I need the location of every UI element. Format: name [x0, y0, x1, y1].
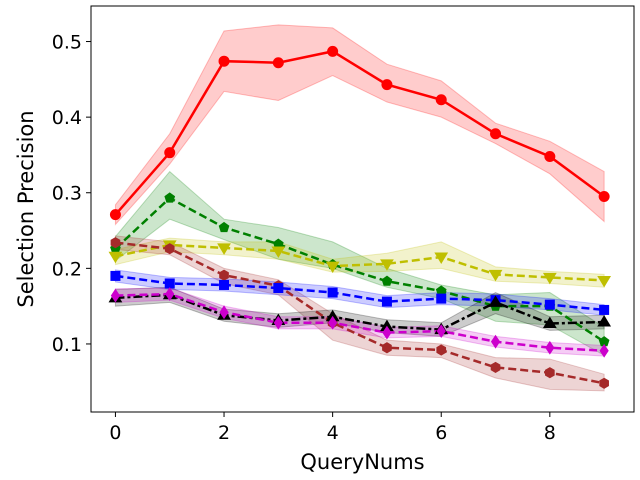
x-tick-label: 4 [327, 422, 339, 444]
series-3-line [115, 241, 605, 385]
series-0-point [490, 128, 502, 140]
series-5-line [115, 293, 605, 331]
series-4-point [544, 299, 555, 310]
series-0-band [114, 24, 605, 226]
series-0-point [544, 150, 556, 162]
series-0-point [218, 55, 230, 67]
series-6-point [273, 315, 283, 330]
series-4-point [381, 296, 392, 307]
x-tick-label: 2 [218, 422, 230, 444]
series-3-point [545, 367, 555, 379]
series-6-line [115, 292, 605, 353]
series-2-point [434, 252, 449, 264]
series-4-point [436, 293, 447, 304]
series-3-point [490, 361, 501, 373]
x-axis-ticks: 0 2 4 6 8 [109, 412, 556, 444]
x-tick-label: 0 [109, 422, 121, 444]
series-2-point [325, 261, 340, 274]
series-2-point [488, 269, 503, 282]
series-3-point [219, 269, 229, 281]
series-0-point [598, 191, 610, 203]
y-tick-label: 0.1 [52, 334, 82, 356]
series-0-point [109, 209, 121, 221]
series-4-point [599, 304, 610, 315]
series-2-point [380, 259, 394, 271]
series-0-point [435, 94, 447, 106]
series-0-point [381, 79, 393, 91]
series-3-point [599, 377, 609, 389]
y-axis-label: Selection Precision [14, 110, 38, 307]
series-1-point [164, 192, 176, 203]
series-1-point [381, 275, 393, 286]
series-6-point [490, 334, 501, 349]
series-4-point [273, 283, 284, 294]
y-tick-label: 0.2 [52, 258, 82, 280]
series-5-point [597, 315, 612, 327]
y-tick-label: 0.5 [52, 32, 82, 54]
series-5-band [114, 286, 605, 337]
series-6-point [110, 288, 121, 303]
x-axis-label: QueryNums [300, 450, 424, 474]
series-6-point [165, 287, 175, 301]
series-5-point [488, 295, 503, 307]
series-6-point [219, 305, 229, 320]
series-6-point [545, 340, 555, 355]
series-markers [108, 45, 612, 389]
series-6-point [382, 325, 392, 340]
series-1-point [218, 221, 230, 233]
series-2-point [542, 272, 557, 285]
y-tick-label: 0.4 [52, 107, 82, 129]
y-axis-ticks: 0.1 0.2 0.3 0.4 0.5 [52, 32, 91, 356]
series-6-point [436, 324, 446, 339]
series-3-point [382, 342, 392, 354]
series-4-line [115, 274, 605, 312]
series-0-point [327, 45, 339, 57]
series-6-point [328, 315, 338, 330]
x-tick-label: 6 [435, 422, 447, 444]
plot-frame [90, 5, 635, 413]
series-2-point [597, 275, 612, 288]
y-tick-label: 0.3 [52, 183, 82, 205]
series-4-point [327, 287, 338, 298]
series-2-line [115, 243, 605, 282]
series-4-point [110, 270, 121, 281]
series-2-point [217, 243, 231, 255]
series-0-point [272, 57, 284, 69]
series-2-point [108, 251, 123, 264]
x-tick-label: 8 [544, 422, 556, 444]
series-4-point [219, 279, 230, 290]
series-6-point [599, 343, 609, 358]
series-0-point [164, 147, 176, 159]
series-3-point [164, 243, 175, 255]
series-3-band [114, 235, 605, 392]
series-1-line [114, 196, 605, 343]
series-3-point [110, 237, 121, 249]
series-0-line [114, 50, 605, 216]
series-2-point [271, 246, 286, 258]
series-4-point [164, 278, 175, 289]
series-5-point [542, 316, 557, 329]
series-3-point [436, 344, 447, 356]
series-lines [114, 50, 605, 385]
